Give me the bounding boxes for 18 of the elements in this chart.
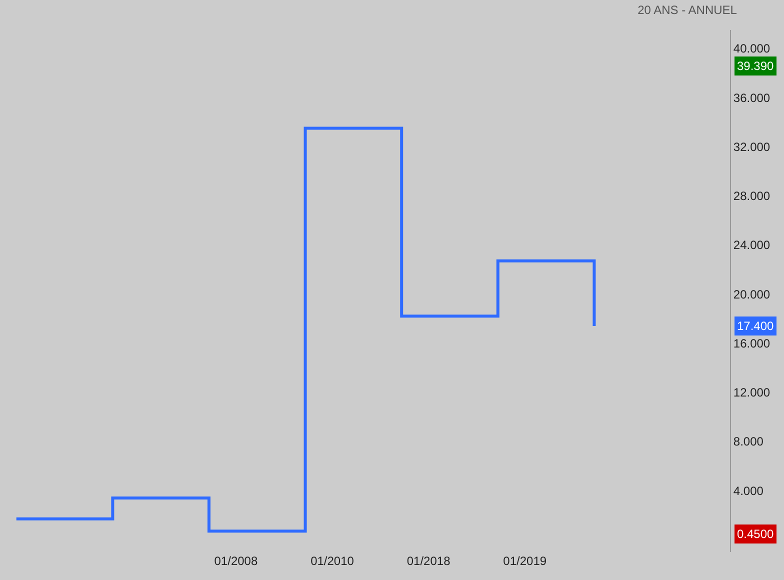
y-tick-label: 12.000	[733, 386, 770, 400]
y-tick-label: 8.000	[733, 434, 764, 449]
x-tick-label: 01/2008	[214, 554, 258, 568]
y-tick-label: 20.000	[733, 287, 770, 302]
x-tick-label: 01/2018	[406, 554, 451, 568]
y-tick-label: 4.000	[733, 484, 764, 498]
x-tick-label: 01/2010	[310, 554, 354, 568]
text: 39.390	[737, 59, 774, 73]
y-tick-label: 32.000	[733, 140, 770, 154]
y-tick-label: 40.000	[733, 42, 770, 56]
y-tick-label: 16.000	[733, 336, 770, 350]
chart-title: 20 ANS - ANNUEL	[638, 3, 738, 18]
y-tick-label: 28.000	[733, 189, 770, 204]
y-tick-label: 36.000	[733, 90, 770, 105]
text: 17.400	[737, 319, 774, 333]
y-tick-label: 24.000	[733, 238, 770, 252]
x-tick-label: 01/2019	[503, 554, 547, 568]
text: 0.4500	[737, 527, 774, 541]
